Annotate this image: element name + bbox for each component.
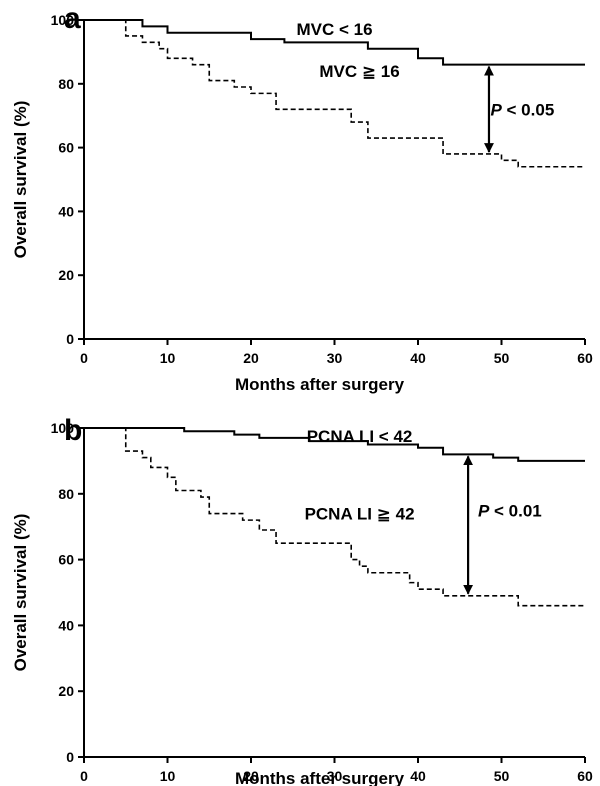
x-tick-label: 60 — [577, 768, 593, 784]
y-tick-label: 40 — [58, 203, 74, 219]
y-tick-label: 100 — [51, 12, 75, 28]
p-symbol: P — [478, 501, 490, 520]
survival-curve-high — [84, 19, 585, 168]
p-value-label: P < 0.05 — [490, 100, 554, 119]
y-tick-label: 20 — [58, 683, 74, 699]
y-tick-label: 80 — [58, 486, 74, 502]
y-axis-title: Overall survival (%) — [11, 514, 30, 672]
p-symbol: P — [490, 100, 502, 119]
series-label-low: PCNA LI < 42 — [307, 427, 413, 446]
x-tick-label: 0 — [80, 350, 88, 366]
survival-curve-low — [84, 427, 585, 462]
survival-curve-low — [84, 19, 585, 66]
panel-letter: b — [64, 414, 82, 447]
panel-letter: a — [64, 2, 81, 35]
panel-b: b 0 20 40 60 80 100 0 10 20 30 40 50 60 Months after s… — [11, 414, 593, 786]
y-tick-label: 60 — [58, 140, 74, 156]
series-label-high: MVC ≧ 16 — [319, 62, 399, 81]
x-tick-label: 40 — [410, 768, 426, 784]
y-tick-label: 40 — [58, 617, 74, 633]
series-label-low: MVC < 16 — [296, 20, 372, 39]
x-tick-label: 0 — [80, 768, 88, 784]
x-tick-label: 20 — [243, 768, 259, 784]
y-tick-label: 60 — [58, 552, 74, 568]
x-tick-label: 10 — [160, 350, 176, 366]
y-tick-label: 0 — [66, 749, 74, 765]
x-tick-label: 60 — [577, 350, 593, 366]
y-tick-label: 100 — [51, 420, 75, 436]
p-value-text: < 0.01 — [489, 501, 541, 520]
x-axis-title: Months after surgery — [235, 769, 405, 786]
y-tick-label: 0 — [66, 331, 74, 347]
x-tick-label: 40 — [410, 350, 426, 366]
survival-curve-high — [84, 427, 585, 607]
y-axis-title: Overall survival (%) — [11, 101, 30, 259]
x-tick-label: 20 — [243, 350, 259, 366]
series-label-high: PCNA LI ≧ 42 — [305, 505, 415, 524]
x-tick-label: 50 — [494, 350, 510, 366]
x-tick-label: 50 — [494, 768, 510, 784]
x-tick-label: 30 — [327, 768, 343, 784]
p-value-label: P < 0.01 — [478, 501, 542, 520]
p-value-text: < 0.05 — [502, 100, 554, 119]
x-tick-label: 30 — [327, 350, 343, 366]
y-tick-label: 20 — [58, 267, 74, 283]
panel-a: a 0 20 40 60 80 100 0 10 20 30 40 50 60 Months after s… — [11, 2, 593, 394]
y-tick-label: 80 — [58, 76, 74, 92]
x-axis-title: Months after surgery — [235, 375, 405, 394]
x-tick-label: 10 — [160, 768, 176, 784]
